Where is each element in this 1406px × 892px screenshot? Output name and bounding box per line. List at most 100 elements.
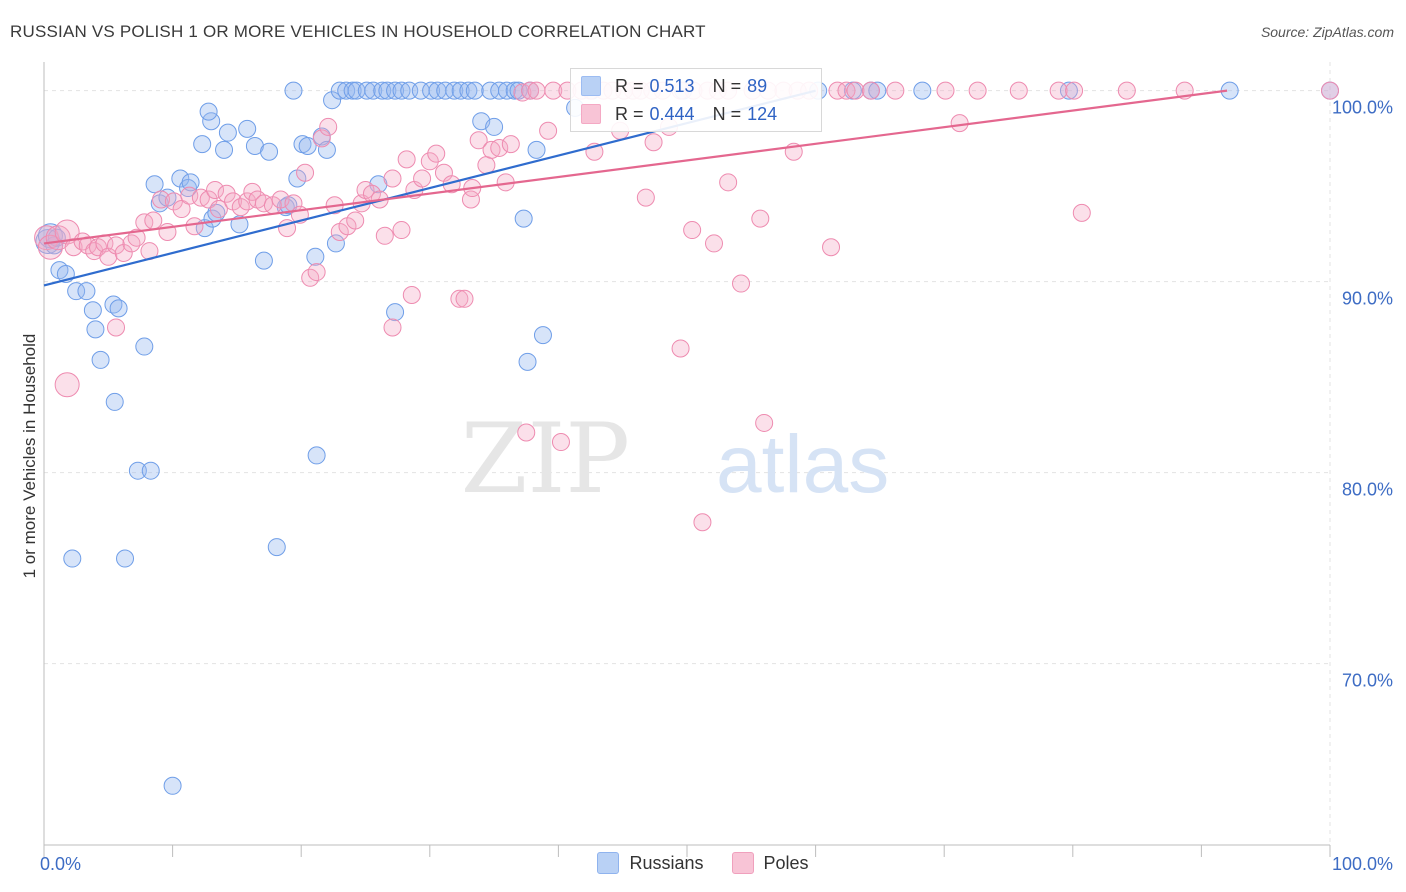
data-point-russians — [145, 175, 164, 194]
data-point-poles — [54, 372, 80, 398]
data-point-russians — [514, 209, 533, 228]
data-point-russians — [254, 251, 273, 270]
data-point-russians — [533, 326, 552, 345]
data-point-poles — [191, 188, 210, 207]
data-point-poles — [397, 150, 416, 169]
data-point-russians — [199, 102, 218, 121]
data-point-russians — [171, 169, 190, 188]
data-point-poles — [861, 81, 880, 100]
data-point-poles — [527, 81, 546, 100]
data-point-russians — [298, 137, 317, 156]
data-point-poles — [828, 81, 847, 100]
data-point-russians — [323, 91, 342, 110]
data-point-russians — [116, 549, 135, 568]
data-point-russians — [284, 81, 303, 100]
data-point-russians — [518, 352, 537, 371]
data-point-poles — [751, 209, 770, 228]
data-point-russians — [307, 446, 326, 465]
data-point-russians — [445, 81, 464, 100]
data-point-poles — [1049, 81, 1068, 100]
data-point-poles — [413, 169, 432, 188]
tick-labels: 100.0% 90.0% 80.0% 70.0% 0.0% 100.0% — [40, 98, 1393, 874]
data-point-russians — [1059, 81, 1078, 100]
data-point-russians — [913, 81, 932, 100]
grid-lines — [44, 62, 1331, 845]
legend-n-label: N = — [712, 75, 742, 96]
legend-n-value-russians: 89 — [747, 75, 768, 96]
data-point-poles — [551, 433, 570, 452]
y-tick-label: 70.0% — [1342, 671, 1393, 691]
data-points — [34, 81, 1339, 795]
data-point-poles — [469, 131, 488, 150]
data-point-russians — [306, 247, 325, 266]
data-point-poles — [209, 200, 228, 219]
legend-swatch-poles — [581, 104, 601, 124]
data-point-poles — [1065, 81, 1084, 100]
data-point-russians — [86, 320, 105, 339]
data-point-russians — [378, 81, 397, 100]
data-point-poles — [346, 211, 365, 230]
data-point-russians — [868, 81, 887, 100]
data-point-russians — [238, 119, 257, 138]
data-point-russians — [267, 538, 286, 557]
data-point-russians — [527, 140, 546, 159]
data-point-russians — [67, 282, 86, 301]
data-point-russians — [141, 461, 160, 480]
data-point-russians — [364, 81, 383, 100]
data-point-russians — [63, 549, 82, 568]
data-point-russians — [386, 81, 405, 100]
data-point-poles — [319, 117, 338, 136]
data-point-poles — [1072, 203, 1091, 222]
data-point-russians — [218, 123, 237, 142]
data-point-russians — [505, 81, 524, 100]
data-point-russians — [422, 81, 441, 100]
data-point-poles — [427, 144, 446, 163]
data-point-poles — [1117, 81, 1136, 100]
data-point-poles — [501, 135, 520, 154]
data-point-russians — [317, 140, 336, 159]
source-label: Source: ZipAtlas.com — [1260, 24, 1394, 40]
data-point-poles — [693, 513, 712, 532]
data-point-russians — [163, 776, 182, 795]
data-point-poles — [180, 186, 199, 205]
data-point-russians — [128, 461, 147, 480]
data-point-poles — [671, 339, 690, 358]
series-label-russians: Russians — [629, 852, 704, 873]
data-point-poles — [392, 221, 411, 240]
series-legend-russians[interactable]: Russians — [597, 852, 704, 874]
data-point-russians — [357, 81, 376, 100]
legend-r-label: R = — [615, 103, 644, 124]
data-point-poles — [539, 121, 558, 140]
data-point-russians — [459, 81, 478, 100]
data-point-poles — [683, 221, 702, 240]
legend-n-value-poles: 124 — [747, 103, 778, 124]
data-point-russians — [485, 117, 504, 136]
data-point-poles — [450, 289, 469, 308]
data-point-poles — [420, 152, 439, 171]
y-tick-label: 80.0% — [1342, 480, 1393, 500]
data-point-poles — [217, 184, 236, 203]
data-point-poles — [822, 238, 841, 257]
data-point-poles — [644, 133, 663, 152]
data-point-poles — [705, 234, 724, 253]
legend-r-value-poles: 0.444 — [649, 103, 695, 124]
watermark: ZIP atlas — [461, 403, 889, 515]
data-point-poles — [402, 285, 421, 304]
data-point-poles — [886, 81, 905, 100]
data-point-poles — [513, 83, 532, 102]
y-tick-label: 90.0% — [1342, 289, 1393, 309]
series-legend: Russians Poles — [0, 852, 1406, 874]
data-point-poles — [837, 81, 856, 100]
data-point-russians — [260, 142, 279, 161]
data-point-poles — [636, 188, 655, 207]
data-point-russians — [386, 303, 405, 322]
data-point-poles — [206, 180, 225, 199]
data-point-poles — [477, 156, 496, 175]
legend-r-value-russians: 0.513 — [649, 75, 695, 96]
series-legend-poles[interactable]: Poles — [731, 852, 809, 874]
legend-r-label: R = — [615, 75, 644, 96]
data-point-poles — [185, 217, 204, 236]
data-point-poles — [950, 114, 969, 133]
trend-line-poles — [43, 89, 1228, 245]
